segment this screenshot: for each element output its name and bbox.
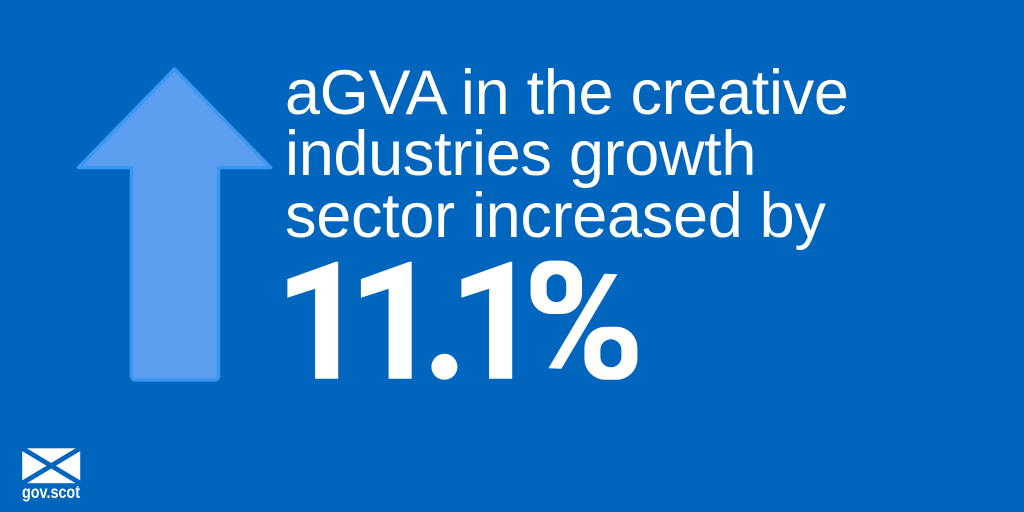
svg-text:gov.scot: gov.scot	[22, 482, 80, 502]
